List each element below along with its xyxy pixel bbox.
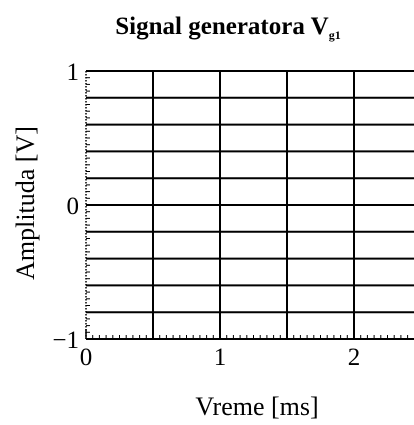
plot-area: 0 1 2−101: [52, 59, 414, 371]
y-tick-label: 1: [67, 59, 80, 86]
chart-title-main: Signal generatora V: [115, 13, 328, 40]
chart-title: Signal generatora Vg1: [115, 13, 340, 42]
chart-title-subscript: g1: [329, 28, 341, 42]
x-tick-label: 2: [348, 344, 361, 371]
y-tick-label: 0: [67, 193, 80, 220]
y-axis-label: Amplituda [V]: [11, 126, 40, 280]
x-axis-label: Vreme [ms]: [195, 392, 318, 421]
y-tick-label: −1: [52, 327, 79, 354]
x-tick-label: 0: [80, 344, 93, 371]
x-tick-label: 1: [214, 344, 227, 371]
